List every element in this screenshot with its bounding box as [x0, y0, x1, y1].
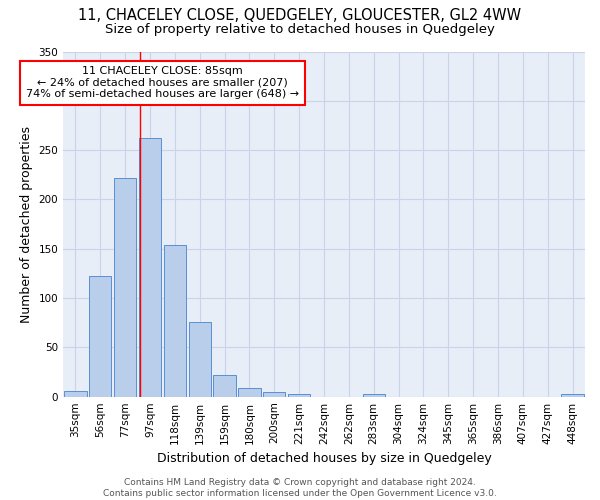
Y-axis label: Number of detached properties: Number of detached properties — [20, 126, 33, 322]
X-axis label: Distribution of detached houses by size in Quedgeley: Distribution of detached houses by size … — [157, 452, 491, 465]
Bar — [188, 322, 211, 396]
Bar — [263, 392, 286, 396]
Bar — [164, 245, 186, 396]
Text: Size of property relative to detached houses in Quedgeley: Size of property relative to detached ho… — [105, 22, 495, 36]
Text: Contains HM Land Registry data © Crown copyright and database right 2024.
Contai: Contains HM Land Registry data © Crown c… — [103, 478, 497, 498]
Bar — [214, 375, 236, 396]
Bar — [238, 388, 260, 396]
Bar — [562, 394, 584, 396]
Bar — [114, 178, 136, 396]
Bar — [139, 138, 161, 396]
Bar — [288, 394, 310, 396]
Bar — [64, 391, 86, 396]
Text: 11 CHACELEY CLOSE: 85sqm
← 24% of detached houses are smaller (207)
74% of semi-: 11 CHACELEY CLOSE: 85sqm ← 24% of detach… — [26, 66, 299, 100]
Text: 11, CHACELEY CLOSE, QUEDGELEY, GLOUCESTER, GL2 4WW: 11, CHACELEY CLOSE, QUEDGELEY, GLOUCESTE… — [79, 8, 521, 22]
Bar — [89, 276, 112, 396]
Bar — [362, 394, 385, 396]
